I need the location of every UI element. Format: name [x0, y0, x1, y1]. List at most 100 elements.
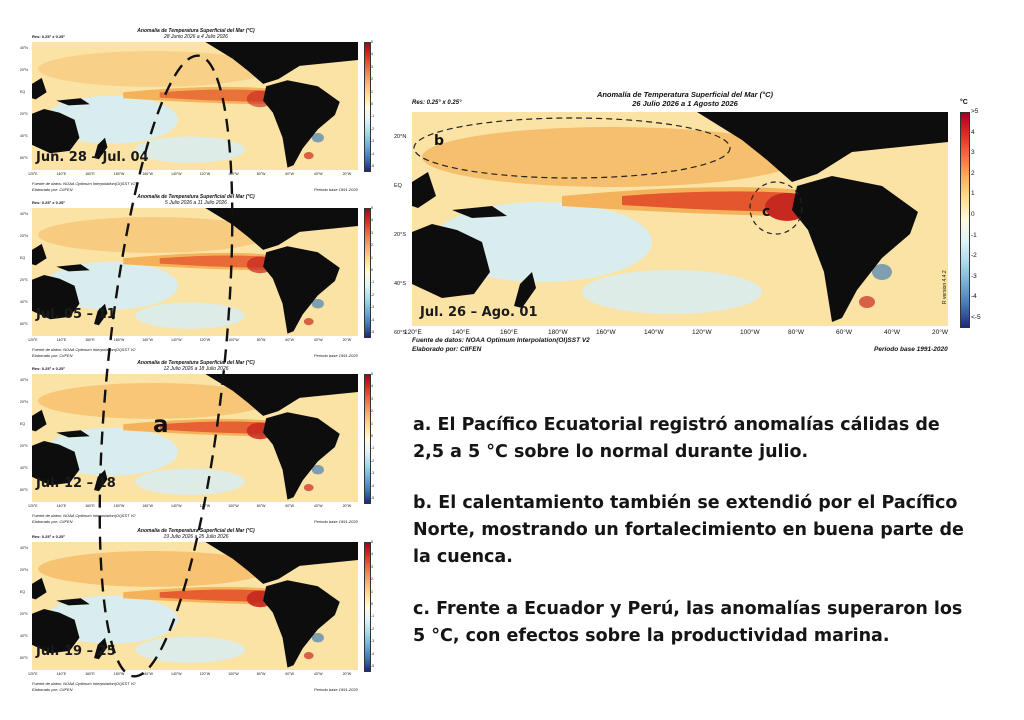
- lon-tick: 120°E: [28, 172, 38, 176]
- large-map-warm-spot: [859, 296, 875, 308]
- large-resolution: Res: 0.25° x 0.25°: [412, 100, 462, 106]
- colorbar-tick: -2: [371, 458, 375, 463]
- weekly-map-equatorial-core: [159, 89, 275, 102]
- panel-date-range: 12 Julio 2026 a 18 Julio 2026: [163, 366, 229, 372]
- colorbar-tick: -4: [371, 483, 375, 488]
- lat-tick: 60°S: [20, 656, 28, 660]
- weekly-map-south-america: [263, 412, 340, 500]
- panel-title: Anomalía de Temperatura Superficial del …: [137, 360, 255, 366]
- colorbar-tick: 0: [371, 434, 373, 438]
- colorbar-tick: 2: [971, 169, 975, 177]
- colorbar-tick: 0: [371, 102, 373, 106]
- large-map-cold-spot: [872, 264, 892, 280]
- lat-tick: 20°N: [20, 568, 28, 572]
- colorbar-tick: 1: [371, 89, 373, 94]
- weekly-map-cool-area-south: [135, 302, 245, 329]
- weekly-colorbar: [364, 208, 371, 338]
- weekly-map-south-america: [263, 246, 340, 334]
- lat-tick: 20°S: [20, 444, 28, 448]
- panel-resolution: Res: 0.25° x 0.25°: [32, 34, 65, 39]
- lon-tick: 120°W: [199, 672, 211, 676]
- large-map: [412, 112, 948, 326]
- large-map-area: [412, 112, 948, 326]
- lon-tick: 40°W: [314, 172, 323, 176]
- lon-tick: 100°W: [228, 504, 239, 508]
- colorbar-tick: 1: [971, 190, 975, 198]
- colorbar-tick: 3: [371, 564, 373, 569]
- weekly-map: [32, 208, 358, 336]
- large-map-australia: [412, 224, 490, 298]
- lon-tick: 140°E: [56, 172, 67, 176]
- description-b: b. El calentamiento también se extendió …: [413, 493, 964, 567]
- large-map-cool-area-south: [582, 270, 762, 314]
- colorbar-tick: 1: [371, 589, 373, 594]
- weekly-colorbar: [364, 542, 371, 672]
- weekly-map-australia: [32, 440, 80, 486]
- weekly-map-equatorial-core: [159, 421, 275, 434]
- lon-tick: 100°W: [228, 172, 239, 176]
- lon-tick: 160°W: [596, 329, 616, 336]
- weekly-map-cold-spot: [311, 132, 324, 143]
- colorbar-tick: -2: [371, 626, 375, 631]
- weekly-map-cold-spot: [311, 632, 324, 643]
- lon-tick: 20°W: [932, 329, 948, 336]
- colorbar-tick: 4: [371, 384, 373, 389]
- colorbar-tick: 3: [971, 149, 975, 157]
- panel-source-1: Fuente de datos: NOAA Optimum Interpolat…: [32, 181, 136, 186]
- weekly-map-south-america: [263, 580, 340, 668]
- panel-title: Anomalía de Temperatura Superficial del …: [137, 194, 255, 200]
- week-label: Jun. 28 – Jul. 04: [36, 150, 149, 165]
- lon-tick: 180°W: [113, 672, 125, 676]
- colorbar-tick: 5: [371, 206, 373, 210]
- lon-tick: 160°E: [85, 172, 95, 176]
- weekly-map-equatorial-core: [159, 255, 275, 268]
- colorbar-tick: -3: [371, 139, 375, 144]
- large-map-warm-north: [422, 127, 802, 187]
- weekly-map-cool-area-south: [135, 468, 245, 495]
- colorbar-tick: -2: [371, 292, 375, 297]
- lon-tick: 140°E: [56, 504, 67, 508]
- lat-tick: 60°S: [20, 322, 28, 326]
- lon-tick: 180°W: [113, 504, 125, 508]
- colorbar-tick: <-5: [971, 314, 981, 321]
- colorbar-tick: -4: [371, 317, 375, 322]
- highlight-ellipse-c: [749, 181, 803, 235]
- lon-tick: 60°W: [285, 338, 294, 342]
- colorbar-tick: -5: [371, 164, 375, 168]
- lon-tick: 20°W: [342, 504, 352, 508]
- lon-tick: 160°E: [85, 338, 95, 342]
- large-map-south-america: [792, 176, 918, 322]
- weekly-map-australia: [32, 608, 80, 654]
- lon-tick: 120°W: [199, 172, 211, 176]
- colorbar-tick: 5: [371, 540, 373, 544]
- lon-tick: 120°E: [28, 672, 38, 676]
- weekly-map: [32, 374, 358, 502]
- weekly-map-australia: [32, 274, 80, 320]
- colorbar-tick: -3: [971, 272, 977, 280]
- lon-tick: 140°W: [171, 338, 182, 342]
- colorbar-tick: 2: [371, 77, 373, 82]
- lat-tick: EQ: [20, 422, 26, 426]
- lon-tick: 60°W: [285, 672, 294, 676]
- lat-tick: 20°S: [20, 612, 28, 616]
- lon-tick: 20°W: [342, 172, 352, 176]
- weekly-map-new-zealand: [94, 637, 108, 660]
- lat-tick: 40°N: [20, 212, 28, 216]
- lon-tick: 180°W: [548, 329, 568, 336]
- weekly-map-warm-north: [38, 550, 270, 587]
- large-map-new-zealand: [514, 272, 536, 308]
- colorbar-tick: 2: [371, 577, 373, 582]
- weekly-map-north-america: [205, 374, 358, 416]
- lat-tick: 20°S: [20, 112, 28, 116]
- colorbar-tick: 3: [371, 230, 373, 235]
- panel-title: Anomalía de Temperatura Superficial del …: [137, 28, 255, 34]
- lon-tick: 100°W: [228, 338, 239, 342]
- weekly-map-new-guinea: [56, 264, 90, 272]
- panel-source-1: Fuente de datos: NOAA Optimum Interpolat…: [32, 681, 136, 686]
- lon-tick: 40°W: [314, 672, 323, 676]
- weekly-map-asia-islands: [32, 577, 47, 600]
- lon-tick: 160°E: [85, 672, 95, 676]
- lon-tick: 60°W: [836, 329, 852, 336]
- panel-title: Anomalía de Temperatura Superficial del …: [137, 528, 255, 534]
